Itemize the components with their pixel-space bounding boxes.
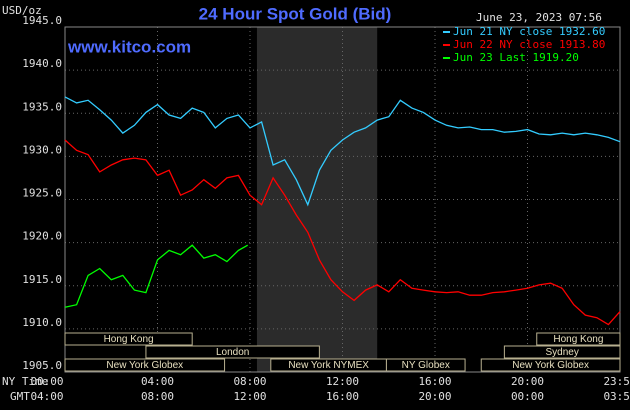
plot-frame (64, 26, 621, 373)
x2-tick-label: 12:00 (233, 390, 266, 403)
y-tick-label: 1930.0 (22, 143, 62, 156)
session-label: Hong Kong (553, 334, 603, 345)
x2-tick-label: 16:00 (326, 390, 359, 403)
legend-label: Jun 21 NY close 1932.60 (453, 25, 605, 38)
session-box (385, 358, 466, 372)
session-label: New York Globex (106, 360, 183, 371)
series-line (64, 139, 621, 326)
x-axis-label: NY Time (2, 375, 48, 388)
session-box (64, 332, 193, 346)
session-box (536, 332, 621, 346)
session-box (145, 345, 320, 359)
session-box (64, 358, 226, 372)
session-label: London (216, 347, 249, 358)
y-tick-label: 1920.0 (22, 230, 62, 243)
x-tick-label: 08:00 (233, 375, 266, 388)
session-label: New York NYMEX (288, 360, 369, 371)
y-axis-label: USD/oz (2, 4, 42, 17)
x-tick-label: 16:00 (418, 375, 451, 388)
session-box (503, 345, 621, 359)
x2-tick-label: 03:59 (603, 390, 630, 403)
legend-label: Jun 22 NY close 1913.80 (453, 38, 605, 51)
series-line (64, 244, 249, 308)
y-tick-label: 1940.0 (22, 57, 62, 70)
session-label: Sydney (546, 347, 579, 358)
y-tick-label: 1910.0 (22, 316, 62, 329)
series-line (64, 96, 621, 207)
x2-tick-label: 04:00 (30, 390, 63, 403)
x2-tick-label: 20:00 (418, 390, 451, 403)
x2-axis-label: GMT (10, 390, 30, 403)
x-tick-label: 20:00 (511, 375, 544, 388)
y-tick-label: 1935.0 (22, 100, 62, 113)
chart-title: 24 Hour Spot Gold (Bid) (199, 4, 392, 23)
timestamp: June 23, 2023 07:56 (476, 11, 602, 24)
subtitle: www.kitco.com (67, 37, 191, 56)
y-tick-label: 1925.0 (22, 187, 62, 200)
x-tick-label: 00:00 (30, 375, 63, 388)
x-tick-label: 04:00 (141, 375, 174, 388)
x2-tick-label: 00:00 (511, 390, 544, 403)
y-tick-label: 1945.0 (22, 14, 62, 27)
session-label: NY Globex (402, 360, 450, 371)
y-tick-label: 1915.0 (22, 273, 62, 286)
y-tick-label: 1905.0 (22, 359, 62, 372)
session-label: Hong Kong (104, 334, 154, 345)
session-label: New York Globex (512, 360, 589, 371)
x-tick-label: 23:59 (603, 375, 630, 388)
x2-tick-label: 08:00 (141, 390, 174, 403)
session-box (480, 358, 621, 372)
legend-label: Jun 23 Last 1919.20 (453, 51, 579, 64)
x-tick-label: 12:00 (326, 375, 359, 388)
